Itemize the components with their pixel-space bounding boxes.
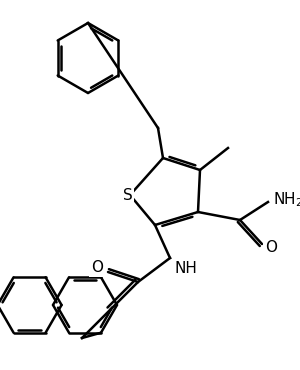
Text: NH: NH	[175, 261, 198, 276]
Text: NH$_2$: NH$_2$	[273, 191, 300, 209]
Text: O: O	[91, 260, 103, 276]
Text: S: S	[123, 188, 133, 204]
Text: O: O	[265, 239, 277, 255]
